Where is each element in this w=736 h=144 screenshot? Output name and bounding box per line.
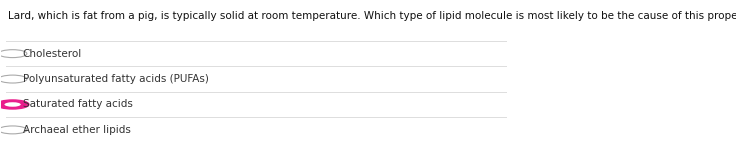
Text: Cholesterol: Cholesterol [23,49,82,59]
Circle shape [4,102,21,107]
Circle shape [0,126,27,134]
Circle shape [0,50,27,58]
Text: Archaeal ether lipids: Archaeal ether lipids [23,125,131,135]
Circle shape [0,100,29,109]
Circle shape [0,75,27,83]
Text: Polyunsaturated fatty acids (PUFAs): Polyunsaturated fatty acids (PUFAs) [23,74,209,84]
Text: Lard, which is fat from a pig, is typically solid at room temperature. Which typ: Lard, which is fat from a pig, is typica… [8,11,736,21]
Text: Saturated fatty acids: Saturated fatty acids [23,100,132,109]
